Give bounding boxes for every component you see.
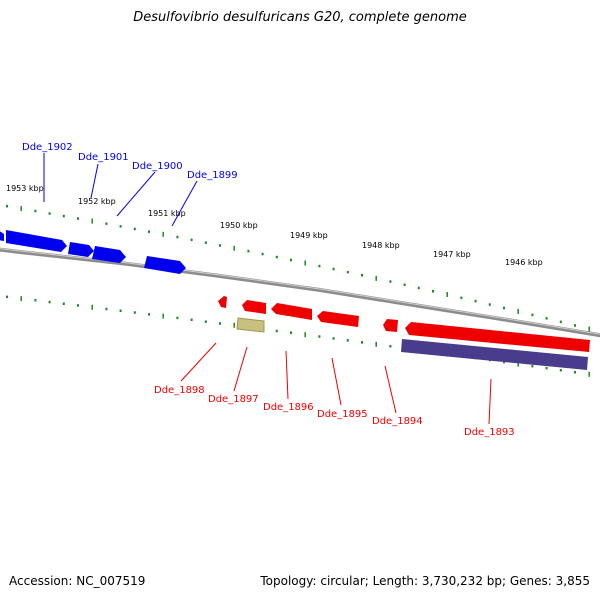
reverse-gene-arrow[interactable]	[317, 311, 359, 327]
outer-tick-ring	[6, 204, 590, 332]
gene-leader-line	[90, 163, 99, 199]
gene-label: Dde_1899	[187, 170, 238, 181]
reverse-gene-arrow[interactable]	[383, 319, 398, 332]
forward-gene-arrow[interactable]	[144, 256, 186, 274]
kbp-label: 1950 kbp	[220, 221, 258, 230]
gene-leader-line	[116, 171, 156, 217]
reverse-gene-arrow[interactable]	[242, 300, 266, 314]
reverse-gene-labels: Dde_1898 Dde_1897 Dde_1896 Dde_1895 Dde_…	[154, 342, 515, 438]
gene-leader-line	[171, 180, 198, 227]
kbp-label: 1947 kbp	[433, 250, 471, 259]
gene-label: Dde_1895	[317, 409, 368, 420]
rna-gene-box[interactable]	[236, 317, 265, 333]
gene-label: Dde_1896	[263, 402, 314, 413]
gene-label: Dde_1900	[132, 161, 183, 172]
genome-backbone	[0, 247, 600, 338]
kbp-label: 1946 kbp	[505, 258, 543, 267]
kbp-label: 1953 kbp	[6, 184, 44, 193]
gene-label: Dde_1901	[78, 152, 129, 163]
kbp-label: 1952 kbp	[78, 197, 116, 206]
gene-leader-line	[331, 357, 342, 406]
gene-leader-line	[384, 365, 397, 414]
kbp-label: 1949 kbp	[290, 231, 328, 240]
kbp-label: 1951 kbp	[148, 209, 186, 218]
genome-summary: Topology: circular; Length: 3,730,232 bp…	[260, 574, 590, 588]
kbp-label: 1948 kbp	[362, 241, 400, 250]
accession-label: Accession: NC_007519	[9, 574, 146, 588]
gene-leader-line	[180, 342, 217, 382]
genome-title: Desulfovibrio desulfuricans G20, complet…	[133, 10, 467, 25]
kbp-labels: 1953 kbp 1952 kbp 1951 kbp 1950 kbp 1949…	[6, 184, 543, 267]
gene-label: Dde_1894	[372, 416, 423, 427]
gene-label: Dde_1902	[22, 142, 73, 153]
forward-strand-genes	[0, 230, 186, 274]
gene-label: Dde_1897	[208, 394, 259, 405]
reverse-gene-arrow[interactable]	[271, 303, 312, 320]
reverse-gene-arrow[interactable]	[218, 296, 227, 308]
pseudogene-box[interactable]	[401, 339, 588, 370]
gene-leader-line	[233, 346, 248, 392]
reverse-gene-arrow[interactable]	[405, 322, 590, 352]
forward-gene-labels: Dde_1902 Dde_1901 Dde_1900 Dde_1899	[22, 142, 238, 227]
gene-label: Dde_1893	[464, 427, 515, 438]
forward-gene-arrow[interactable]	[68, 242, 94, 257]
reverse-strand-genes	[218, 296, 590, 370]
forward-gene-arrow[interactable]	[0, 230, 4, 241]
forward-gene-arrow[interactable]	[6, 230, 67, 252]
gene-label: Dde_1898	[154, 385, 205, 396]
forward-gene-arrow[interactable]	[92, 246, 126, 263]
gene-leader-line	[285, 350, 289, 400]
gene-leader-line	[488, 378, 492, 425]
